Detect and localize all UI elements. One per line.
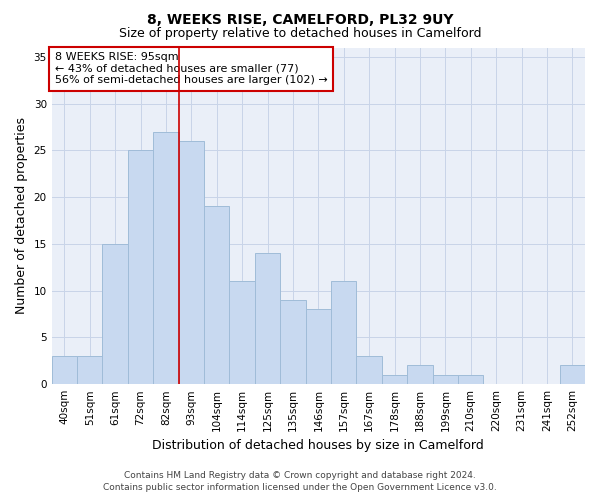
Bar (77, 356, 103, 384)
Bar (280, 300, 305, 384)
Bar (433, 375, 458, 384)
Bar (103, 244, 128, 384)
Bar (560, 366, 585, 384)
Text: Size of property relative to detached houses in Camelford: Size of property relative to detached ho… (119, 28, 481, 40)
Bar (229, 282, 255, 384)
Bar (305, 310, 331, 384)
Text: 8 WEEKS RISE: 95sqm
← 43% of detached houses are smaller (77)
56% of semi-detach: 8 WEEKS RISE: 95sqm ← 43% of detached ho… (55, 52, 328, 86)
Bar (407, 366, 433, 384)
Bar (153, 132, 179, 384)
Bar (255, 253, 280, 384)
Bar (204, 206, 229, 384)
Y-axis label: Number of detached properties: Number of detached properties (15, 118, 28, 314)
Bar (52, 356, 77, 384)
Text: 8, WEEKS RISE, CAMELFORD, PL32 9UY: 8, WEEKS RISE, CAMELFORD, PL32 9UY (147, 12, 453, 26)
X-axis label: Distribution of detached houses by size in Camelford: Distribution of detached houses by size … (152, 440, 484, 452)
Bar (331, 282, 356, 384)
Bar (458, 375, 484, 384)
Bar (356, 356, 382, 384)
Text: Contains HM Land Registry data © Crown copyright and database right 2024.
Contai: Contains HM Land Registry data © Crown c… (103, 471, 497, 492)
Bar (128, 150, 153, 384)
Bar (179, 141, 204, 384)
Bar (382, 375, 407, 384)
